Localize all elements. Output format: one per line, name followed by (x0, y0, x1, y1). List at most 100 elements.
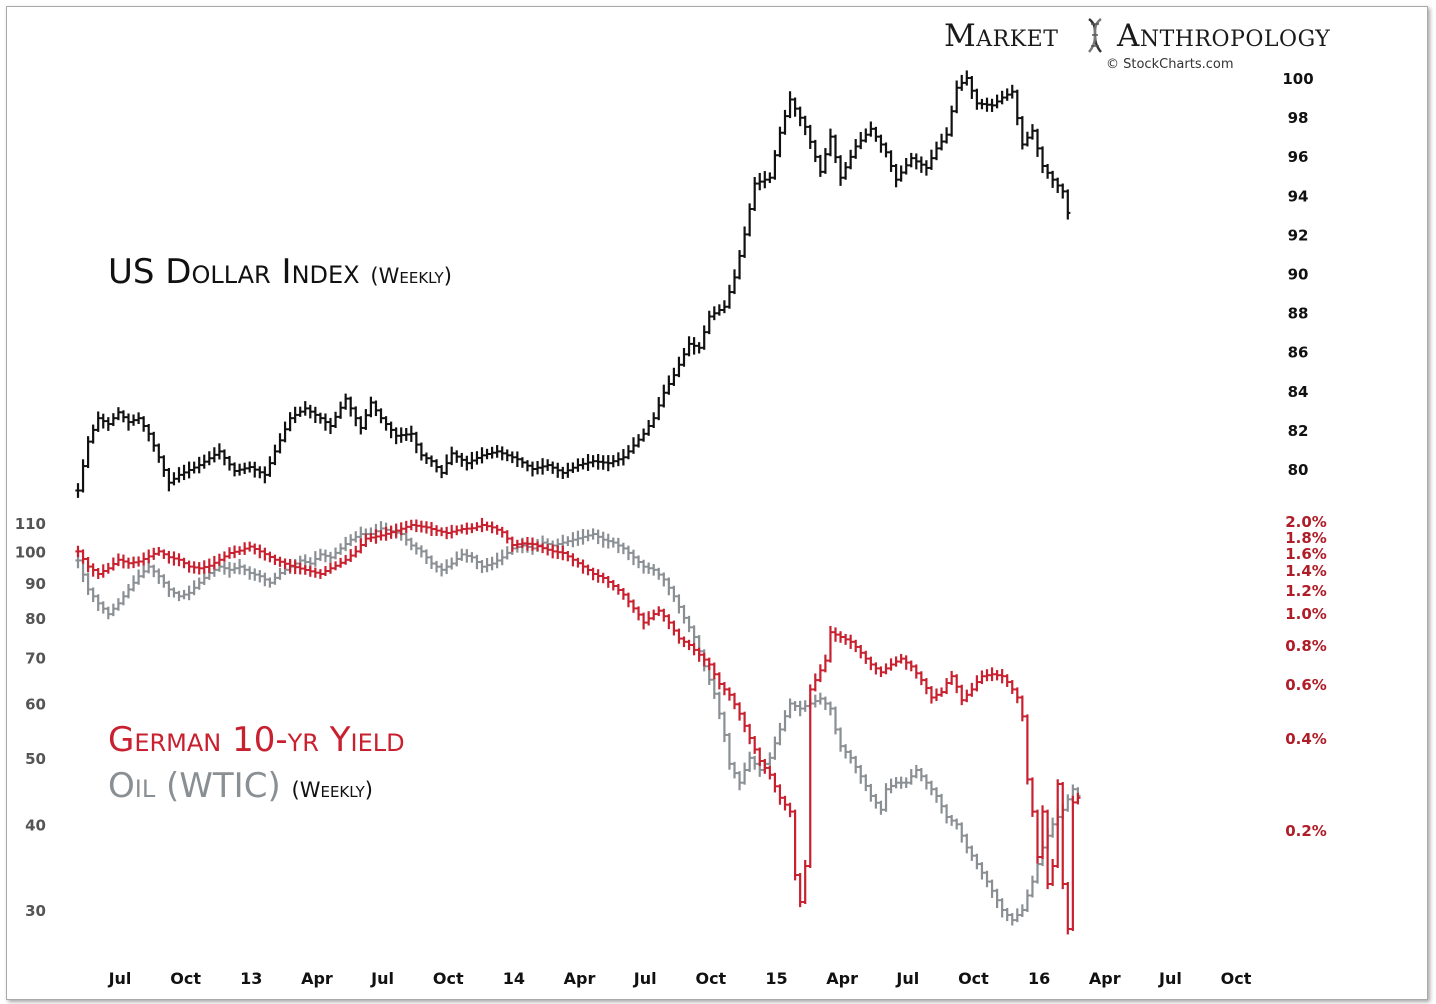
yield-bar (595, 569, 601, 583)
yield-bar (277, 556, 283, 567)
oil-bar (964, 833, 970, 854)
dollar-bar (666, 375, 672, 395)
yield-bar (504, 530, 510, 544)
dollar-bar (1004, 88, 1010, 101)
dollar-bar (151, 431, 157, 452)
dollar-bar (242, 462, 248, 475)
yield-bar (312, 567, 318, 578)
dollar-bar (580, 458, 586, 470)
oil-bar (272, 572, 278, 585)
oil-bar (883, 783, 889, 812)
yield-bar (933, 688, 940, 702)
dollar-tick-label: 84 (1288, 383, 1309, 401)
oil-bar (903, 777, 909, 788)
yield-bar (403, 520, 409, 533)
yield-bar (151, 547, 157, 560)
dollar-bar (115, 407, 121, 421)
dollar-bar (231, 462, 238, 477)
dollar-bar (817, 154, 823, 177)
dollar-tick-label: 82 (1288, 422, 1309, 440)
dollar-bar (928, 149, 935, 170)
yield-bar (848, 634, 854, 649)
yield-tick-label: 2.0% (1285, 513, 1327, 531)
dollar-bar (1055, 177, 1061, 194)
oil-bar (474, 554, 480, 570)
yield-bar (777, 784, 783, 805)
dollar-bar (620, 449, 626, 466)
dollar-bar (464, 455, 470, 471)
dollar-bar (1034, 128, 1041, 157)
dollar-bar (1019, 116, 1025, 150)
dollar-bar (237, 463, 243, 476)
yield-bar (565, 551, 571, 562)
yield-bar (529, 537, 536, 551)
oil-bar (1014, 908, 1020, 923)
dollar-tick-label: 94 (1288, 187, 1309, 205)
yield-bar (959, 684, 965, 706)
yield-bar (444, 526, 450, 540)
yield-bar (302, 565, 308, 575)
dollar-bar (439, 465, 445, 479)
dollar-bar (605, 455, 611, 472)
x-tick-label: Jul (895, 969, 919, 988)
yield-bar (418, 520, 424, 533)
oil-bar (449, 557, 455, 570)
oil-bar (959, 822, 965, 843)
dollar-bar (868, 121, 874, 137)
yield-bar (358, 538, 364, 554)
dollar-bar (80, 459, 86, 493)
yield-bar (686, 639, 692, 651)
dollar-bar (353, 406, 359, 427)
oil-bar (742, 762, 748, 785)
dollar-bar (423, 452, 430, 464)
yield-bar (332, 561, 339, 571)
dollar-bar (540, 458, 546, 475)
yield-bar (615, 584, 621, 595)
dollar-bar (479, 447, 485, 464)
yield-bar (272, 554, 278, 565)
yield-bar (812, 673, 818, 692)
dollar-bar (216, 443, 222, 460)
dollar-bar (959, 74, 965, 91)
dollar-bar (575, 458, 581, 472)
oil-bar (726, 732, 733, 770)
oil-bar (489, 556, 495, 571)
oil-bar (878, 800, 884, 815)
dollar-bar (716, 304, 722, 316)
dollar-bar (878, 134, 884, 153)
dollar-bar (262, 466, 268, 484)
yield-bar (1065, 882, 1071, 935)
yield-title: German 10-yr Yield (108, 720, 405, 760)
yield-bar (605, 576, 611, 588)
dollar-bar (393, 427, 399, 445)
oil-bar (615, 537, 621, 554)
x-tick-label: Jul (1158, 969, 1182, 988)
yield-bar (570, 553, 576, 567)
oil-bar (651, 563, 657, 576)
dollar-bar (297, 406, 303, 417)
oil-bar (797, 700, 803, 717)
yield-bar (767, 765, 773, 780)
oil-bar (893, 777, 899, 789)
yield-axis-ticks: 2.0%1.8%1.6%1.4% 1.2% 1.0% 0.8% 0.6% 0.4% 0.2% (1285, 513, 1327, 840)
yield-bar (90, 563, 96, 577)
yield-bar (252, 543, 258, 555)
yield-bar (802, 859, 808, 904)
yield-bar (555, 545, 561, 559)
oil-bar (403, 532, 409, 546)
oil-bar (873, 793, 879, 809)
oil-bar (918, 768, 924, 782)
yield-bar (1045, 809, 1051, 890)
yield-bar (585, 564, 591, 576)
oil-bar (853, 755, 859, 774)
oil-bar (413, 542, 419, 555)
dollar-bar (696, 342, 702, 354)
oil-tick-label: 70 (25, 650, 46, 668)
yield-bar (726, 687, 733, 701)
yield-bar (630, 599, 637, 613)
oil-bar (610, 537, 616, 548)
dollar-bar (302, 401, 308, 416)
dollar-bar (257, 466, 263, 479)
stockcharts-credit: © StockCharts.com (1106, 57, 1234, 72)
